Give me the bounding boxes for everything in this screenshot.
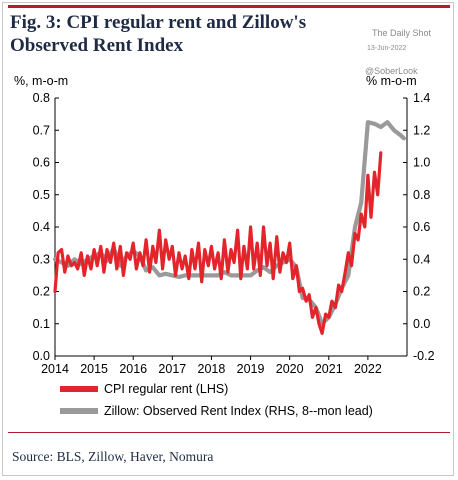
legend-swatch-zillow (60, 408, 98, 414)
x-tick-label: 2020 (276, 362, 304, 376)
left-tick-label: 0.4 (33, 220, 50, 234)
legend-label-zillow: Zillow: Observed Rent Index (RHS, 8--mon… (104, 404, 373, 418)
right-tick-label: 0.8 (413, 188, 430, 202)
right-tick-label: 1.2 (413, 123, 430, 137)
x-tick-label: 2017 (158, 362, 186, 376)
watermark-date: 13-Jun-2022 (367, 45, 407, 52)
figure-frame (2, 2, 454, 476)
right-tick-label: 1.4 (413, 91, 430, 105)
legend-item-zillow: Zillow: Observed Rent Index (RHS, 8--mon… (60, 400, 373, 422)
left-tick-label: 0.5 (33, 188, 50, 202)
source-separator (8, 432, 450, 433)
watermark-site: The Daily Shot (372, 28, 432, 38)
right-tick-label: -0.2 (413, 349, 435, 363)
left-tick-label: 0.7 (33, 123, 50, 137)
right-tick-label: 0.4 (413, 252, 430, 266)
left-tick-label: 0.1 (33, 317, 50, 331)
left-tick-label: 0.2 (33, 285, 50, 299)
right-tick-label: 0.0 (413, 317, 430, 331)
watermark-handle: @SoberLook (365, 66, 418, 76)
right-tick-label: 0.6 (413, 220, 430, 234)
left-axis-label: %, m-o-m (14, 74, 69, 88)
chart-axes: 0.0 0.1 0.2 0.3 0.4 0.5 0.6 0.7 0.8 -0.2 0.0 0.2 0.4… (33, 91, 435, 376)
x-tick-label: 2015 (80, 362, 108, 376)
top-accent-rule (8, 5, 450, 8)
x-tick-label: 2021 (315, 362, 343, 376)
legend-item-cpi: CPI regular rent (LHS) (60, 378, 373, 400)
legend-swatch-cpi (60, 386, 98, 392)
legend-label-cpi: CPI regular rent (LHS) (104, 382, 229, 396)
x-tick-label: 2022 (354, 362, 382, 376)
x-tick-label: 2014 (41, 362, 69, 376)
left-tick-label: 0.6 (33, 156, 50, 170)
left-tick-label: 0.0 (33, 349, 50, 363)
x-tick-label: 2019 (237, 362, 265, 376)
right-tick-label: 0.2 (413, 285, 430, 299)
series-line-zillow (52, 120, 406, 326)
x-tick-label: 2016 (119, 362, 147, 376)
chart-legend: CPI regular rent (LHS) Zillow: Observed … (60, 378, 373, 422)
series-line-cpi (53, 151, 383, 335)
source-note: Source: BLS, Zillow, Haver, Nomura (12, 449, 214, 464)
left-tick-label: 0.3 (33, 252, 50, 266)
x-tick-label: 2018 (198, 362, 226, 376)
chart-title: Fig. 3: CPI regular rent and Zillow's Ob… (10, 12, 307, 56)
right-tick-label: 1.0 (413, 156, 430, 170)
right-axis-label: % m-o-m (366, 74, 417, 88)
left-tick-label: 0.8 (33, 91, 50, 105)
chart-series (52, 120, 406, 335)
